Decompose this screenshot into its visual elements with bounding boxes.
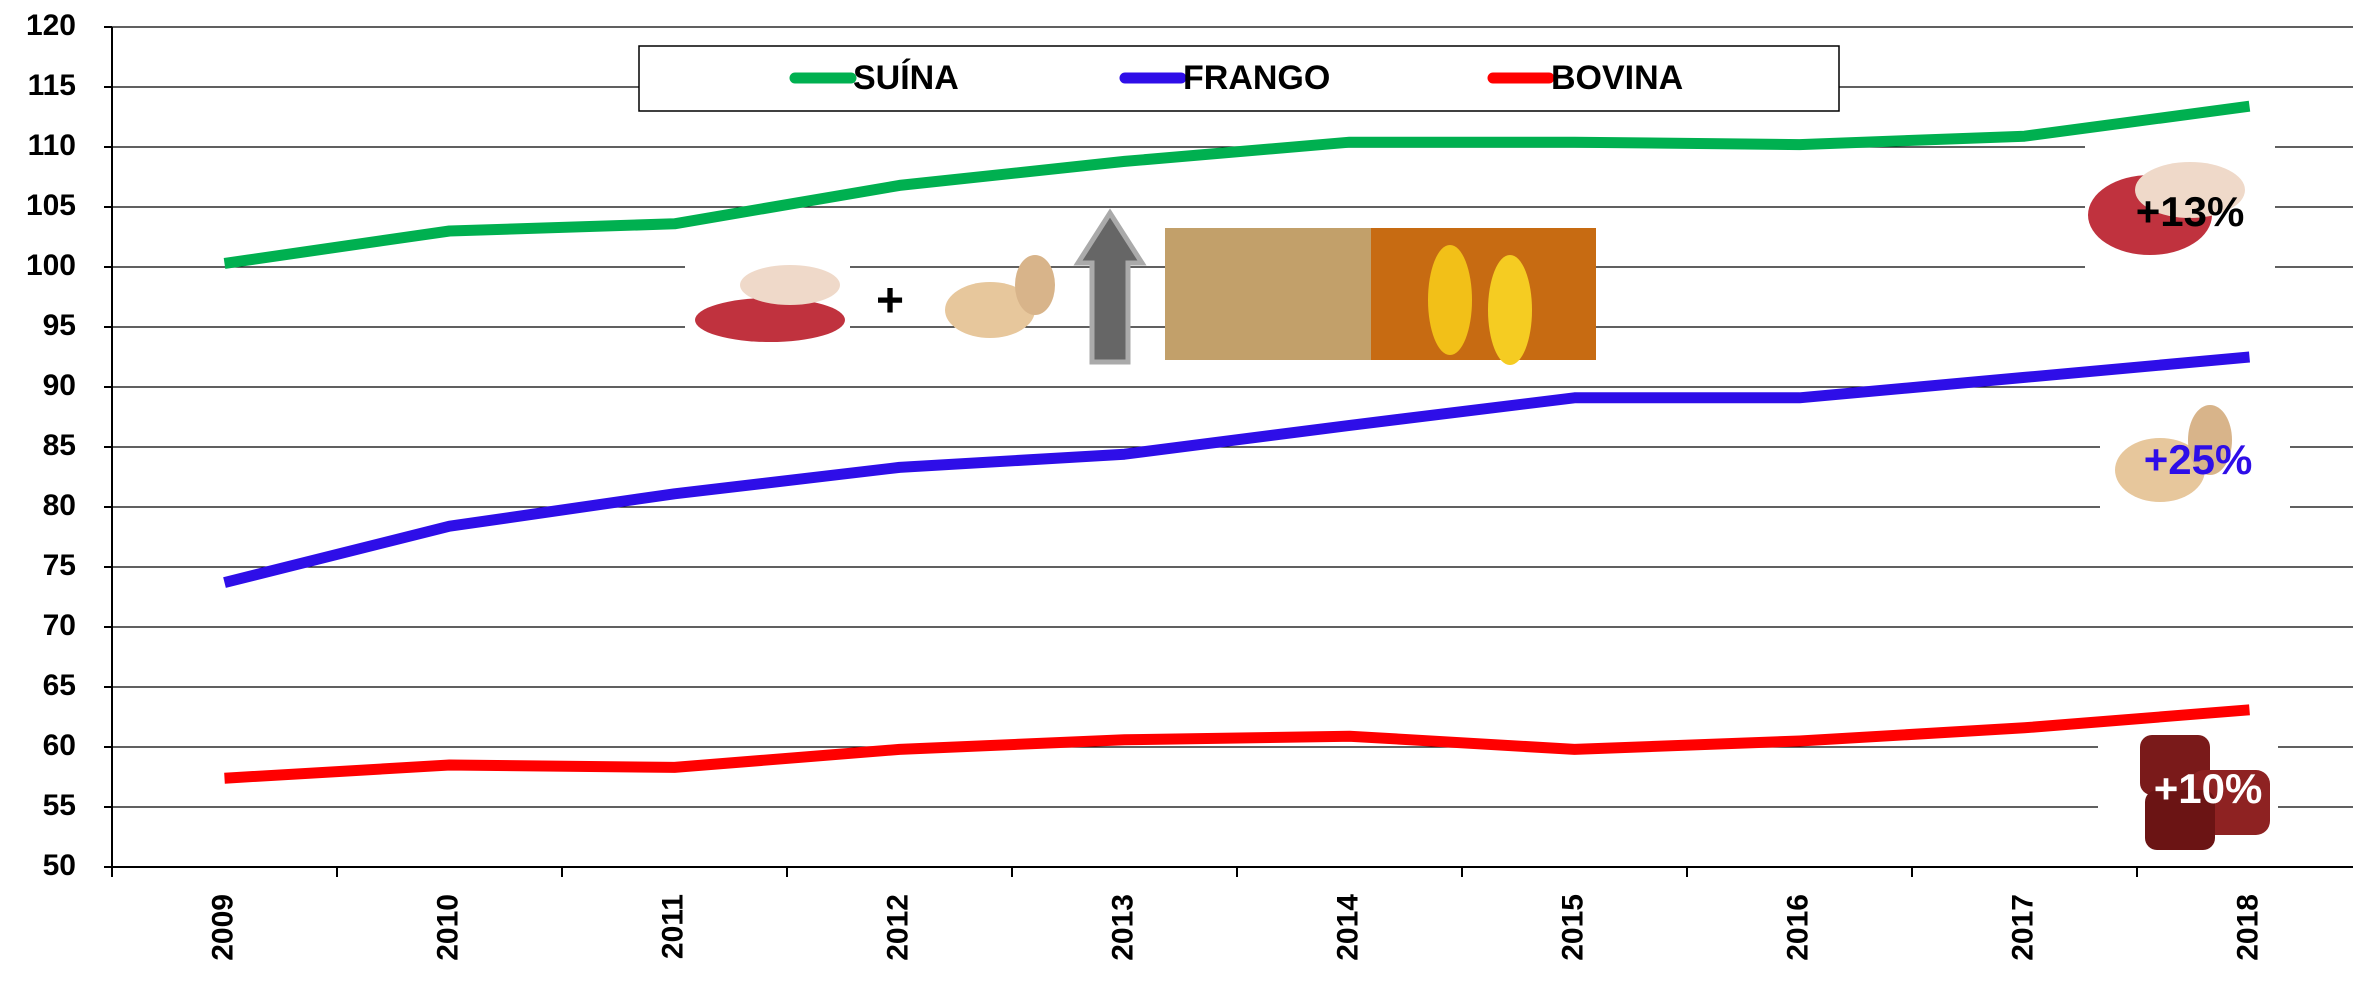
x-tick-label: 2015: [1556, 894, 1589, 961]
corn-image: [1371, 228, 1596, 360]
x-tick-label: 2009: [206, 894, 239, 961]
y-tick-label: 120: [26, 9, 76, 42]
chart: 50 55 60 65 70 75 80 85 90 95 100 105 110 115 120 2009…: [0, 0, 2353, 982]
legend-label: BOVINA: [1551, 59, 1683, 97]
y-tick-label: 55: [43, 789, 76, 822]
annotation: +10%: [2154, 765, 2263, 812]
y-tick-label: 75: [43, 549, 76, 582]
x-tick-label: 2012: [881, 894, 914, 961]
x-tick-label: 2016: [1781, 894, 1814, 961]
corn-image: [1428, 245, 1472, 355]
corn-image: [1488, 255, 1532, 365]
legend-label: FRANGO: [1183, 59, 1330, 97]
legend: SUÍNA FRANGO BOVINA: [639, 46, 1839, 111]
y-tick-label: 60: [43, 729, 76, 762]
annotation: +13%: [2136, 188, 2245, 235]
meat-image: [740, 265, 840, 305]
series-line: [225, 710, 2250, 778]
y-tick-label: 65: [43, 669, 76, 702]
y-tick-label: 70: [43, 609, 76, 642]
y-tick-label: 85: [43, 429, 76, 462]
x-tick-label: 2011: [656, 894, 689, 959]
soy-image: [1165, 228, 1371, 360]
y-tick-label: 100: [26, 249, 76, 282]
y-tick-label: 50: [43, 849, 76, 882]
x-tick-label: 2013: [1106, 894, 1139, 961]
y-tick-label: 95: [43, 309, 76, 342]
y-tick-label: 90: [43, 369, 76, 402]
x-tick-label: 2017: [2006, 894, 2039, 961]
y-tick-label: 110: [28, 129, 76, 162]
y-tick-label: 105: [26, 189, 76, 222]
x-tick-label: 2018: [2231, 894, 2264, 961]
annotation: +25%: [2144, 436, 2253, 483]
up-arrow: [1078, 213, 1142, 362]
series-line: [225, 357, 2250, 583]
legend-label: SUÍNA: [853, 59, 959, 97]
meat-image: [695, 298, 845, 342]
x-tick-label: 2010: [431, 894, 464, 961]
y-tick-label: 115: [28, 69, 76, 102]
annotation: +: [876, 275, 904, 328]
chicken-image: [1015, 255, 1055, 315]
x-tick-label: 2014: [1331, 894, 1364, 961]
y-tick-label: 80: [43, 489, 76, 522]
